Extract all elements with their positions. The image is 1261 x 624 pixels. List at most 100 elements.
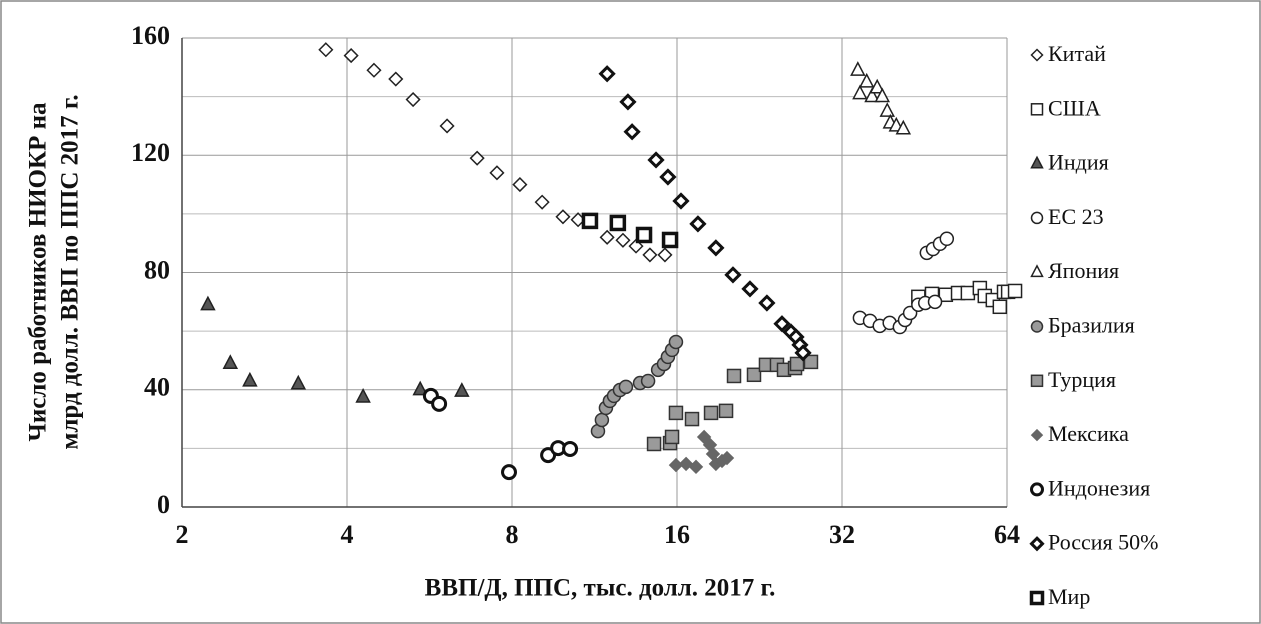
point <box>895 119 912 135</box>
point <box>939 231 955 247</box>
legend-label: Турция <box>1048 367 1116 392</box>
point <box>850 61 866 76</box>
point <box>343 48 359 64</box>
point <box>703 405 719 421</box>
legend-marker <box>1030 155 1044 169</box>
point <box>469 150 485 166</box>
legend-marker <box>1030 48 1044 62</box>
point <box>858 72 875 88</box>
point <box>719 450 735 466</box>
point <box>489 165 505 181</box>
point <box>789 356 805 372</box>
point <box>635 226 653 244</box>
point <box>562 440 579 457</box>
x-tick-label: 4 <box>341 520 354 549</box>
point <box>534 194 550 210</box>
point <box>726 368 742 384</box>
point <box>615 232 631 248</box>
point <box>594 412 610 428</box>
point <box>599 229 615 245</box>
point <box>555 209 571 225</box>
x-tick-label: 16 <box>664 520 690 549</box>
point <box>647 151 665 169</box>
y-tick-label: 80 <box>144 255 170 284</box>
legend-label: Бразилия <box>1048 313 1135 338</box>
point <box>200 295 216 311</box>
legend-label: США <box>1048 95 1101 120</box>
legend-label: Китай <box>1048 41 1106 66</box>
legend-label: ЕС 23 <box>1048 204 1104 229</box>
point <box>646 436 662 452</box>
legend-marker <box>1030 428 1044 442</box>
y-tick-label: 40 <box>144 373 170 402</box>
point <box>852 84 868 100</box>
x-axis-title: ВВП/Д, ППС, тыс. долл. 2017 г. <box>425 575 776 602</box>
point <box>454 382 470 397</box>
point <box>724 266 742 284</box>
y-axis-title: Число работников НИОКР на <box>25 102 52 442</box>
point <box>623 123 641 141</box>
point <box>707 239 725 257</box>
point <box>388 71 404 87</box>
point <box>640 373 656 389</box>
legend-marker <box>1030 264 1044 278</box>
point <box>874 87 891 103</box>
point <box>659 168 677 186</box>
x-tick-label: 2 <box>176 520 189 549</box>
legend-marker <box>1030 482 1044 497</box>
point <box>242 371 258 387</box>
point <box>405 91 421 108</box>
point <box>581 212 599 230</box>
point <box>864 87 880 103</box>
point <box>318 42 334 58</box>
point <box>688 459 704 475</box>
point <box>927 294 943 310</box>
point <box>689 215 707 233</box>
legend-marker <box>1030 103 1044 116</box>
point <box>718 403 734 419</box>
x-tick-label: 8 <box>506 520 519 549</box>
legend-marker <box>1030 211 1044 225</box>
point <box>355 387 371 403</box>
point <box>773 315 791 333</box>
point <box>412 380 428 396</box>
point <box>642 247 658 263</box>
legend-marker <box>1030 374 1044 388</box>
point <box>366 62 382 78</box>
point <box>661 231 679 249</box>
point <box>290 374 307 390</box>
y-tick-label: 160 <box>131 21 170 50</box>
legend-label: Индия <box>1048 150 1109 175</box>
point <box>619 93 637 111</box>
point <box>696 429 712 445</box>
point <box>684 411 700 427</box>
y-axis-title: млрд долл. ВВП по ППС 2017 г. <box>57 94 84 449</box>
point <box>672 192 690 210</box>
point <box>1007 283 1023 299</box>
legend-label: Мексика <box>1048 421 1129 446</box>
point <box>618 379 634 395</box>
legend-marker <box>1029 590 1045 606</box>
x-tick-label: 64 <box>994 520 1020 549</box>
legend-marker <box>1030 320 1044 333</box>
x-tick-label: 32 <box>829 520 855 549</box>
point <box>657 247 673 263</box>
point <box>439 118 455 134</box>
y-tick-label: 0 <box>157 490 170 519</box>
point <box>746 367 762 383</box>
point <box>992 299 1008 315</box>
legend-label: Индонезия <box>1048 475 1150 500</box>
point <box>598 65 616 83</box>
legend-label: Япония <box>1048 258 1119 283</box>
point <box>758 294 776 312</box>
point <box>664 429 680 445</box>
point <box>741 280 759 298</box>
point <box>668 405 684 421</box>
point <box>668 334 684 350</box>
y-tick-label: 120 <box>131 138 170 167</box>
legend-label: Мир <box>1048 584 1090 609</box>
point <box>501 464 518 481</box>
legend-label: Россия 50% <box>1048 530 1158 555</box>
point <box>222 354 239 369</box>
